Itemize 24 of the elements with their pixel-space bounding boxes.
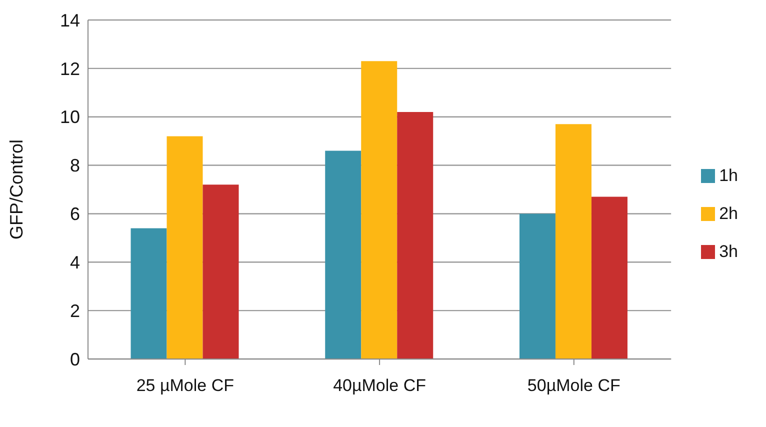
bar [519, 214, 556, 359]
bar [325, 150, 362, 359]
x-tick-label: 50µMole CF [527, 376, 620, 396]
bar [591, 196, 628, 359]
bar [130, 228, 167, 359]
y-tick-label: 4 [70, 252, 80, 273]
y-tick-label: 10 [60, 107, 80, 128]
y-axis-title: GFP/Control [6, 139, 26, 240]
legend-label: 3h [719, 242, 738, 260]
x-tick-label: 40µMole CF [333, 376, 426, 396]
bar [555, 124, 592, 359]
y-tick-label: 0 [70, 349, 80, 370]
bar [361, 61, 398, 359]
y-tick-label: 12 [60, 58, 80, 79]
bar [202, 184, 239, 359]
legend-label: 1h [719, 166, 738, 184]
y-tick-label: 2 [70, 300, 80, 321]
x-tick-label: 25 µMole CF [136, 376, 234, 396]
bar [166, 136, 203, 359]
y-tick-label: 6 [70, 204, 80, 224]
legend-label: 2h [719, 204, 738, 222]
bar [397, 112, 434, 359]
y-tick-label: 14 [60, 10, 80, 30]
y-tick-label: 8 [70, 156, 80, 176]
